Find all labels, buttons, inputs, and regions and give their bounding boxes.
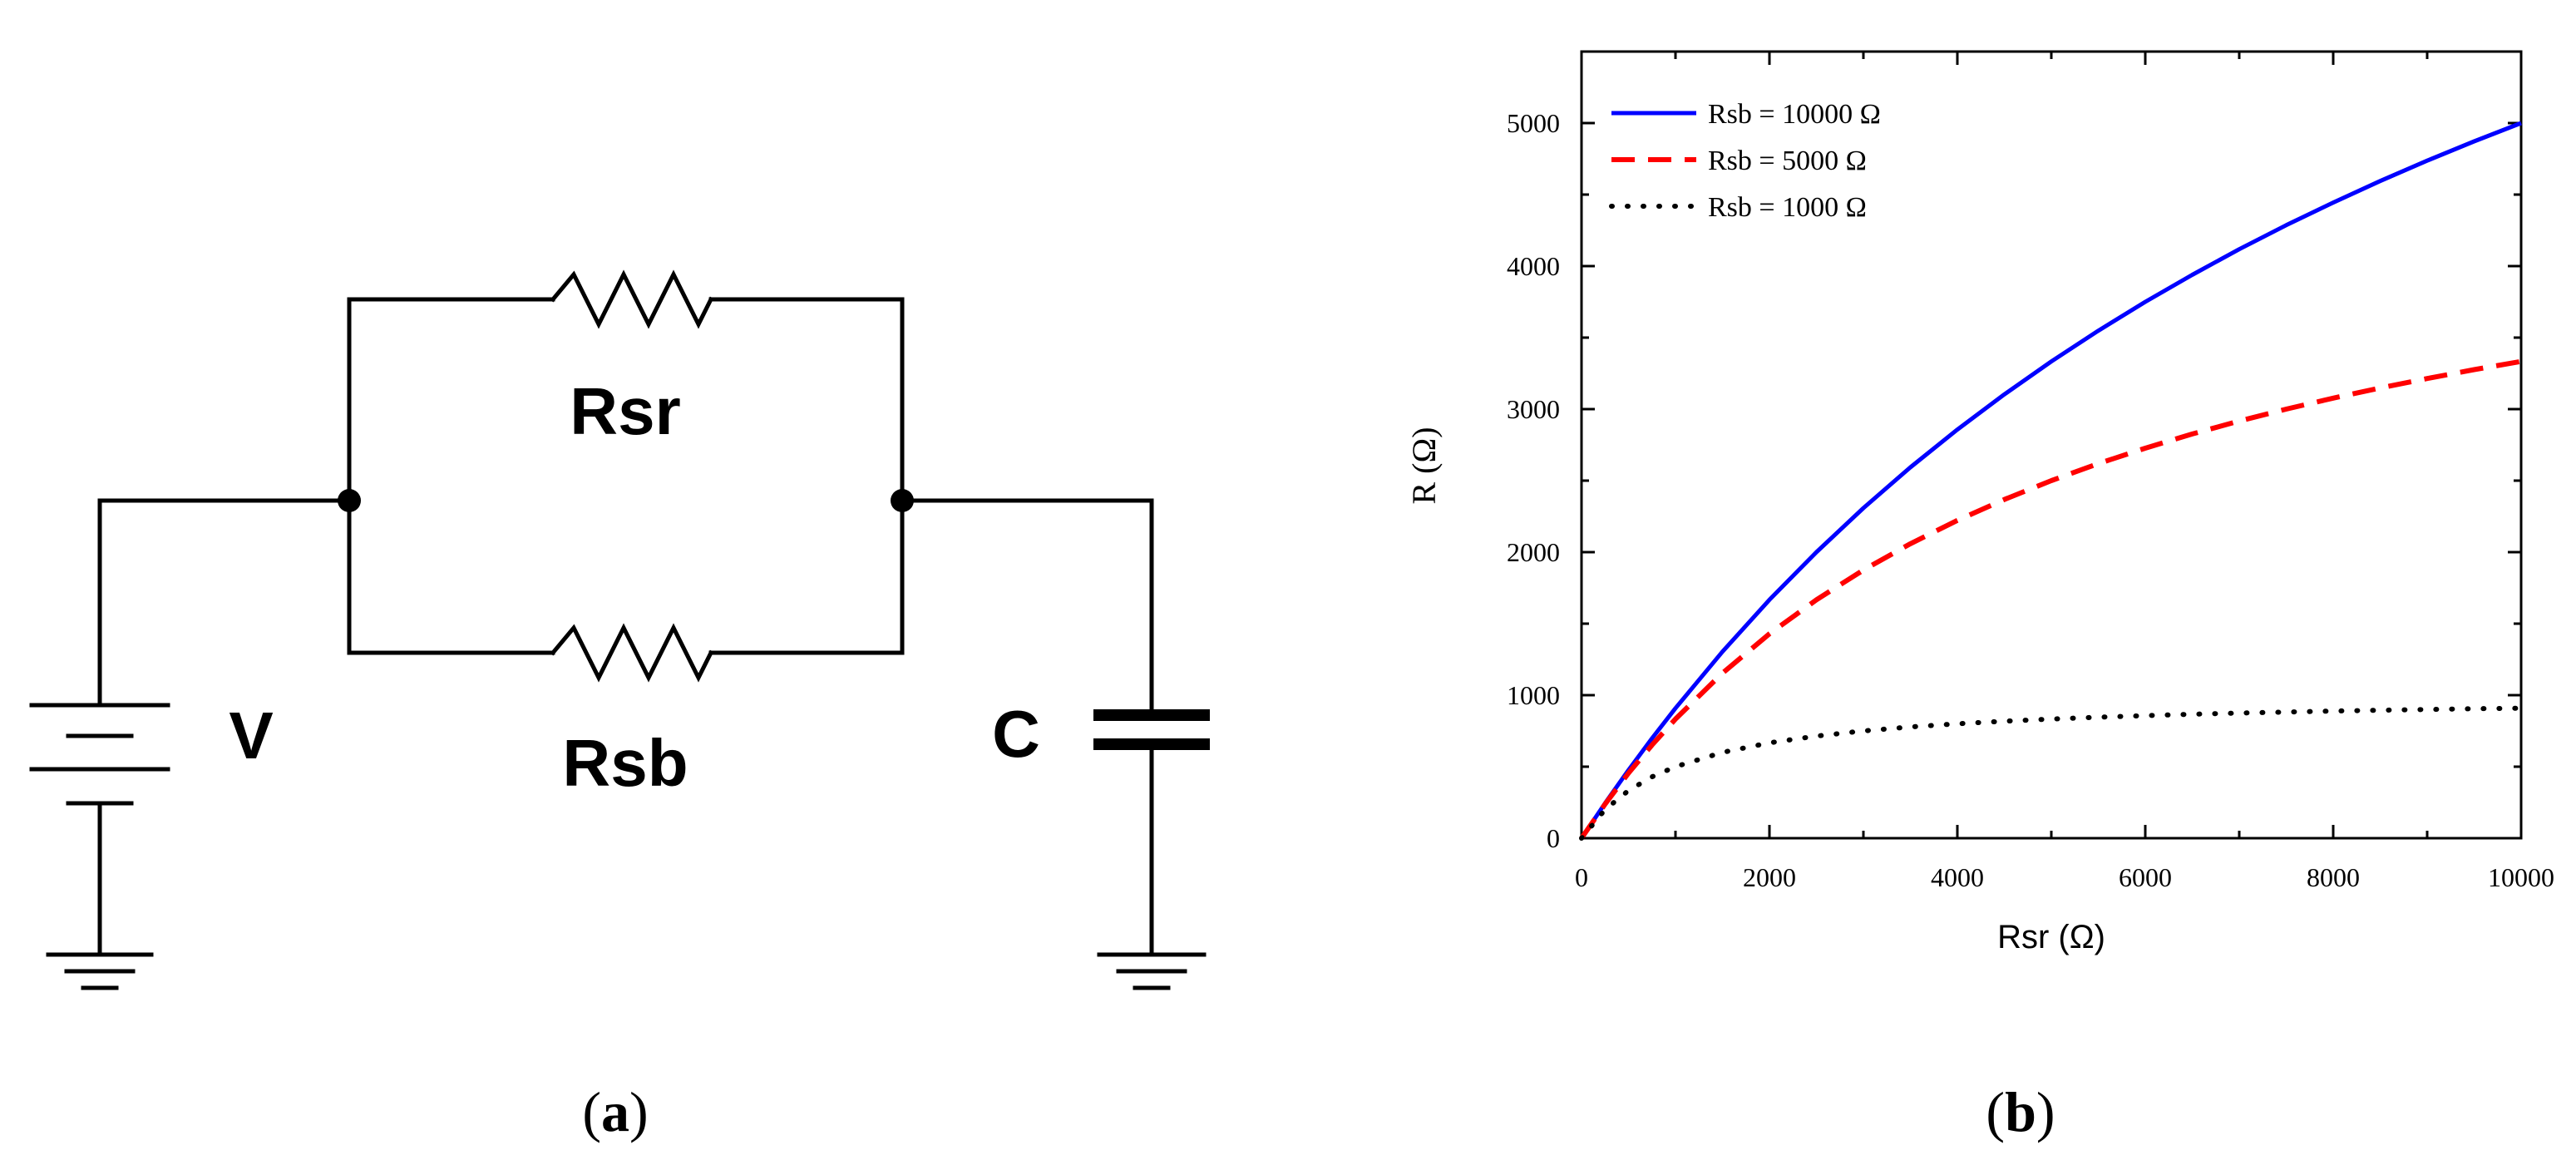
junction-right — [891, 489, 914, 512]
wire-bottom-branch — [347, 498, 555, 655]
series-line-2 — [1579, 358, 2522, 840]
legend: Rsb = 10000 Ω Rsb = 5000 Ω Rsb = 1000 Ω — [1609, 99, 1881, 223]
y-tick-label: 4000 — [1507, 251, 1560, 281]
wire-source-top — [97, 498, 352, 708]
x-tick-label: 10000 — [2488, 862, 2554, 892]
y-tick-label: 3000 — [1507, 394, 1560, 424]
series-lines — [1579, 121, 2524, 841]
axis-tick-labels: 0 2000 4000 6000 8000 10000 0 1000 2000 3000 4000 5… — [1507, 108, 2554, 892]
legend-label-2: Rsb = 5000 Ω — [1708, 146, 1867, 176]
circuit-diagram — [29, 269, 1210, 990]
label-v: V — [229, 698, 273, 773]
caption-a: (a) — [582, 1080, 648, 1143]
label-rsb: Rsb — [562, 726, 688, 800]
resistor-rsr — [550, 269, 714, 329]
y-tick-label: 2000 — [1507, 537, 1560, 567]
legend-label-1: Rsb = 10000 Ω — [1708, 99, 1881, 130]
y-tick-label: 1000 — [1507, 680, 1560, 710]
x-tick-label: 2000 — [1743, 862, 1796, 892]
y-tick-label: 0 — [1547, 823, 1560, 853]
series-line-1 — [1579, 121, 2522, 840]
label-c: C — [992, 697, 1040, 771]
series-line-3 — [1579, 705, 2524, 841]
legend-label-3: Rsb = 1000 Ω — [1708, 192, 1867, 223]
wire-bottom-branch-right — [708, 498, 905, 655]
caption-b: (b) — [1986, 1080, 2055, 1143]
x-tick-label: 0 — [1575, 862, 1588, 892]
y-tick-label: 5000 — [1507, 108, 1560, 138]
junction-left — [338, 489, 361, 512]
x-axis-label: Rsr (Ω) — [1997, 919, 2105, 955]
label-rsr: Rsr — [570, 374, 680, 448]
axis-ticks — [1580, 50, 2523, 840]
x-tick-label: 6000 — [2119, 862, 2172, 892]
wire-to-capacitor — [900, 498, 1154, 718]
y-axis-label: R (Ω) — [1405, 427, 1443, 504]
wire-top-branch — [347, 297, 555, 503]
x-tick-label: 4000 — [1931, 862, 1984, 892]
wire-top-branch-right — [708, 297, 905, 503]
x-tick-label: 8000 — [2307, 862, 2360, 892]
chart: 0 2000 4000 6000 8000 10000 0 1000 2000 3000 4000 5… — [1405, 50, 2554, 955]
resistor-rsb — [550, 623, 714, 683]
